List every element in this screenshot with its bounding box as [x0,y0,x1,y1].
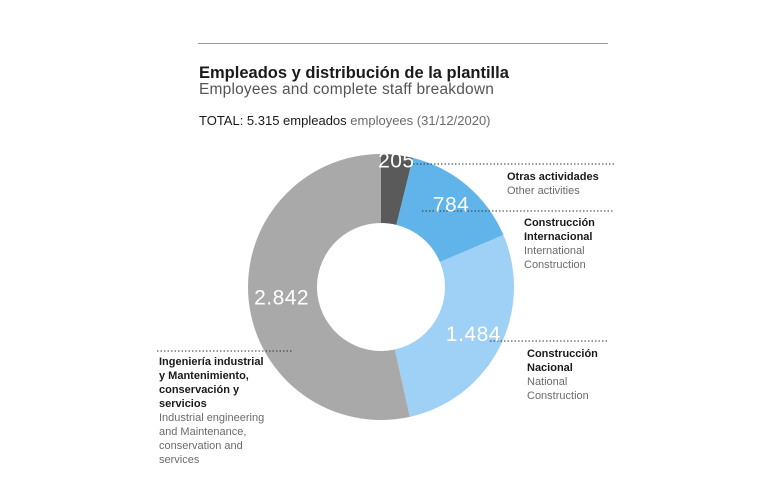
label-industrial-es: Ingeniería industrial y Mantenimiento, c… [159,356,264,410]
slice-industrial [247,154,410,420]
value-label-otras: 205 [378,149,415,172]
chart-subtitle: Employees and complete staff breakdown [199,81,495,98]
label-internacional-es: Construcción Internacional [524,217,595,243]
value-label-nacional: 1.484 [446,323,501,346]
slice-otras [381,154,413,225]
label-nacional: Construcción Nacional National Construct… [527,347,598,403]
label-industrial: Ingeniería industrial y Mantenimiento, c… [159,355,264,467]
value-label-industrial: 2.842 [254,286,309,309]
label-internacional-en: International Construction [524,245,586,271]
label-otras-es: Otras actividades [507,171,599,183]
label-internacional: Construcción Internacional International… [524,216,595,272]
slice-nacional [394,235,514,417]
slice-internacional [396,157,504,262]
top-divider [198,43,608,44]
donut-slices [247,154,514,420]
total-line: TOTAL: 5.315 empleados employees (31/12/… [199,113,491,128]
leader-lines [157,163,614,352]
label-otras-en: Other activities [507,185,580,197]
value-label-internacional: 784 [433,193,470,216]
total-en: employees (31/12/2020) [350,113,491,128]
label-industrial-en: Industrial engineering and Maintenance, … [159,412,265,466]
label-nacional-es: Construcción Nacional [527,348,598,374]
chart-title: Empleados y distribución de la plantilla [199,64,509,82]
label-otras: Otras actividades Other activities [507,170,599,198]
value-labels: 205 784 1.484 2.842 [254,149,501,346]
total-es: TOTAL: 5.315 empleados [199,113,347,128]
label-nacional-en: National Construction [527,376,589,402]
